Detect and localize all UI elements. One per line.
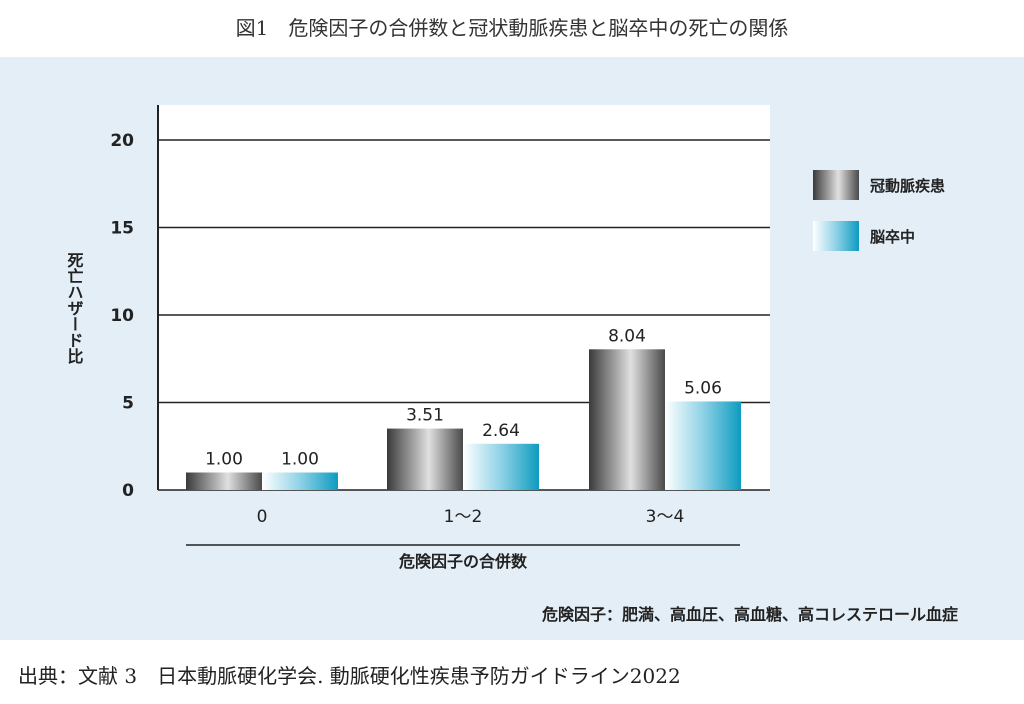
bar-coronary-0 [186, 472, 262, 490]
y-tick-label: 10 [110, 306, 134, 326]
footnote: 危険因子：肥満、高血圧、高血糖、高コレステロール血症 [542, 605, 958, 624]
data-label: 8.04 [608, 326, 646, 346]
figure-title: 図1 危険因子の合併数と冠状動脈疾患と脳卒中の死亡の関係 [235, 16, 789, 40]
bar-chart: 0 5 10 15 20 1.00 1.00 0 3.51 2.64 1～2 8.04 5.06 3～4 危… [65, 105, 958, 624]
y-tick-label: 0 [122, 481, 134, 501]
legend-swatch-1 [813, 221, 859, 251]
data-label: 1.00 [205, 450, 243, 470]
data-label: 5.06 [684, 378, 722, 398]
bar-stroke-0 [262, 472, 338, 490]
y-axis-label: 死亡ハザード比 [65, 252, 84, 365]
y-tick-label: 20 [110, 131, 134, 151]
bar-coronary-2 [589, 349, 665, 490]
chart-panel: 0 5 10 15 20 1.00 1.00 0 3.51 2.64 1～2 8.04 5.06 3～4 危… [0, 57, 1024, 640]
x-axis-label: 危険因子の合併数 [399, 552, 528, 571]
y-tick-label: 15 [110, 219, 134, 239]
y-tick-label: 5 [122, 394, 134, 414]
x-tick-label: 3～4 [646, 507, 685, 527]
legend-label: 冠動脈疾患 [870, 177, 945, 195]
x-tick-label: 0 [257, 507, 268, 527]
bar-stroke-2 [665, 401, 741, 490]
source-citation: 出典：文献 3 日本動脈硬化学会. 動脈硬化性疾患予防ガイドライン2022 [18, 664, 681, 688]
legend-label: 脳卒中 [870, 228, 915, 246]
data-label: 3.51 [406, 406, 444, 426]
x-tick-label: 1～2 [444, 507, 483, 527]
bar-stroke-1 [463, 443, 539, 490]
data-label: 1.00 [281, 450, 319, 470]
data-label: 2.64 [482, 421, 520, 441]
bar-coronary-1 [387, 428, 463, 490]
legend-swatch-0 [813, 170, 859, 200]
